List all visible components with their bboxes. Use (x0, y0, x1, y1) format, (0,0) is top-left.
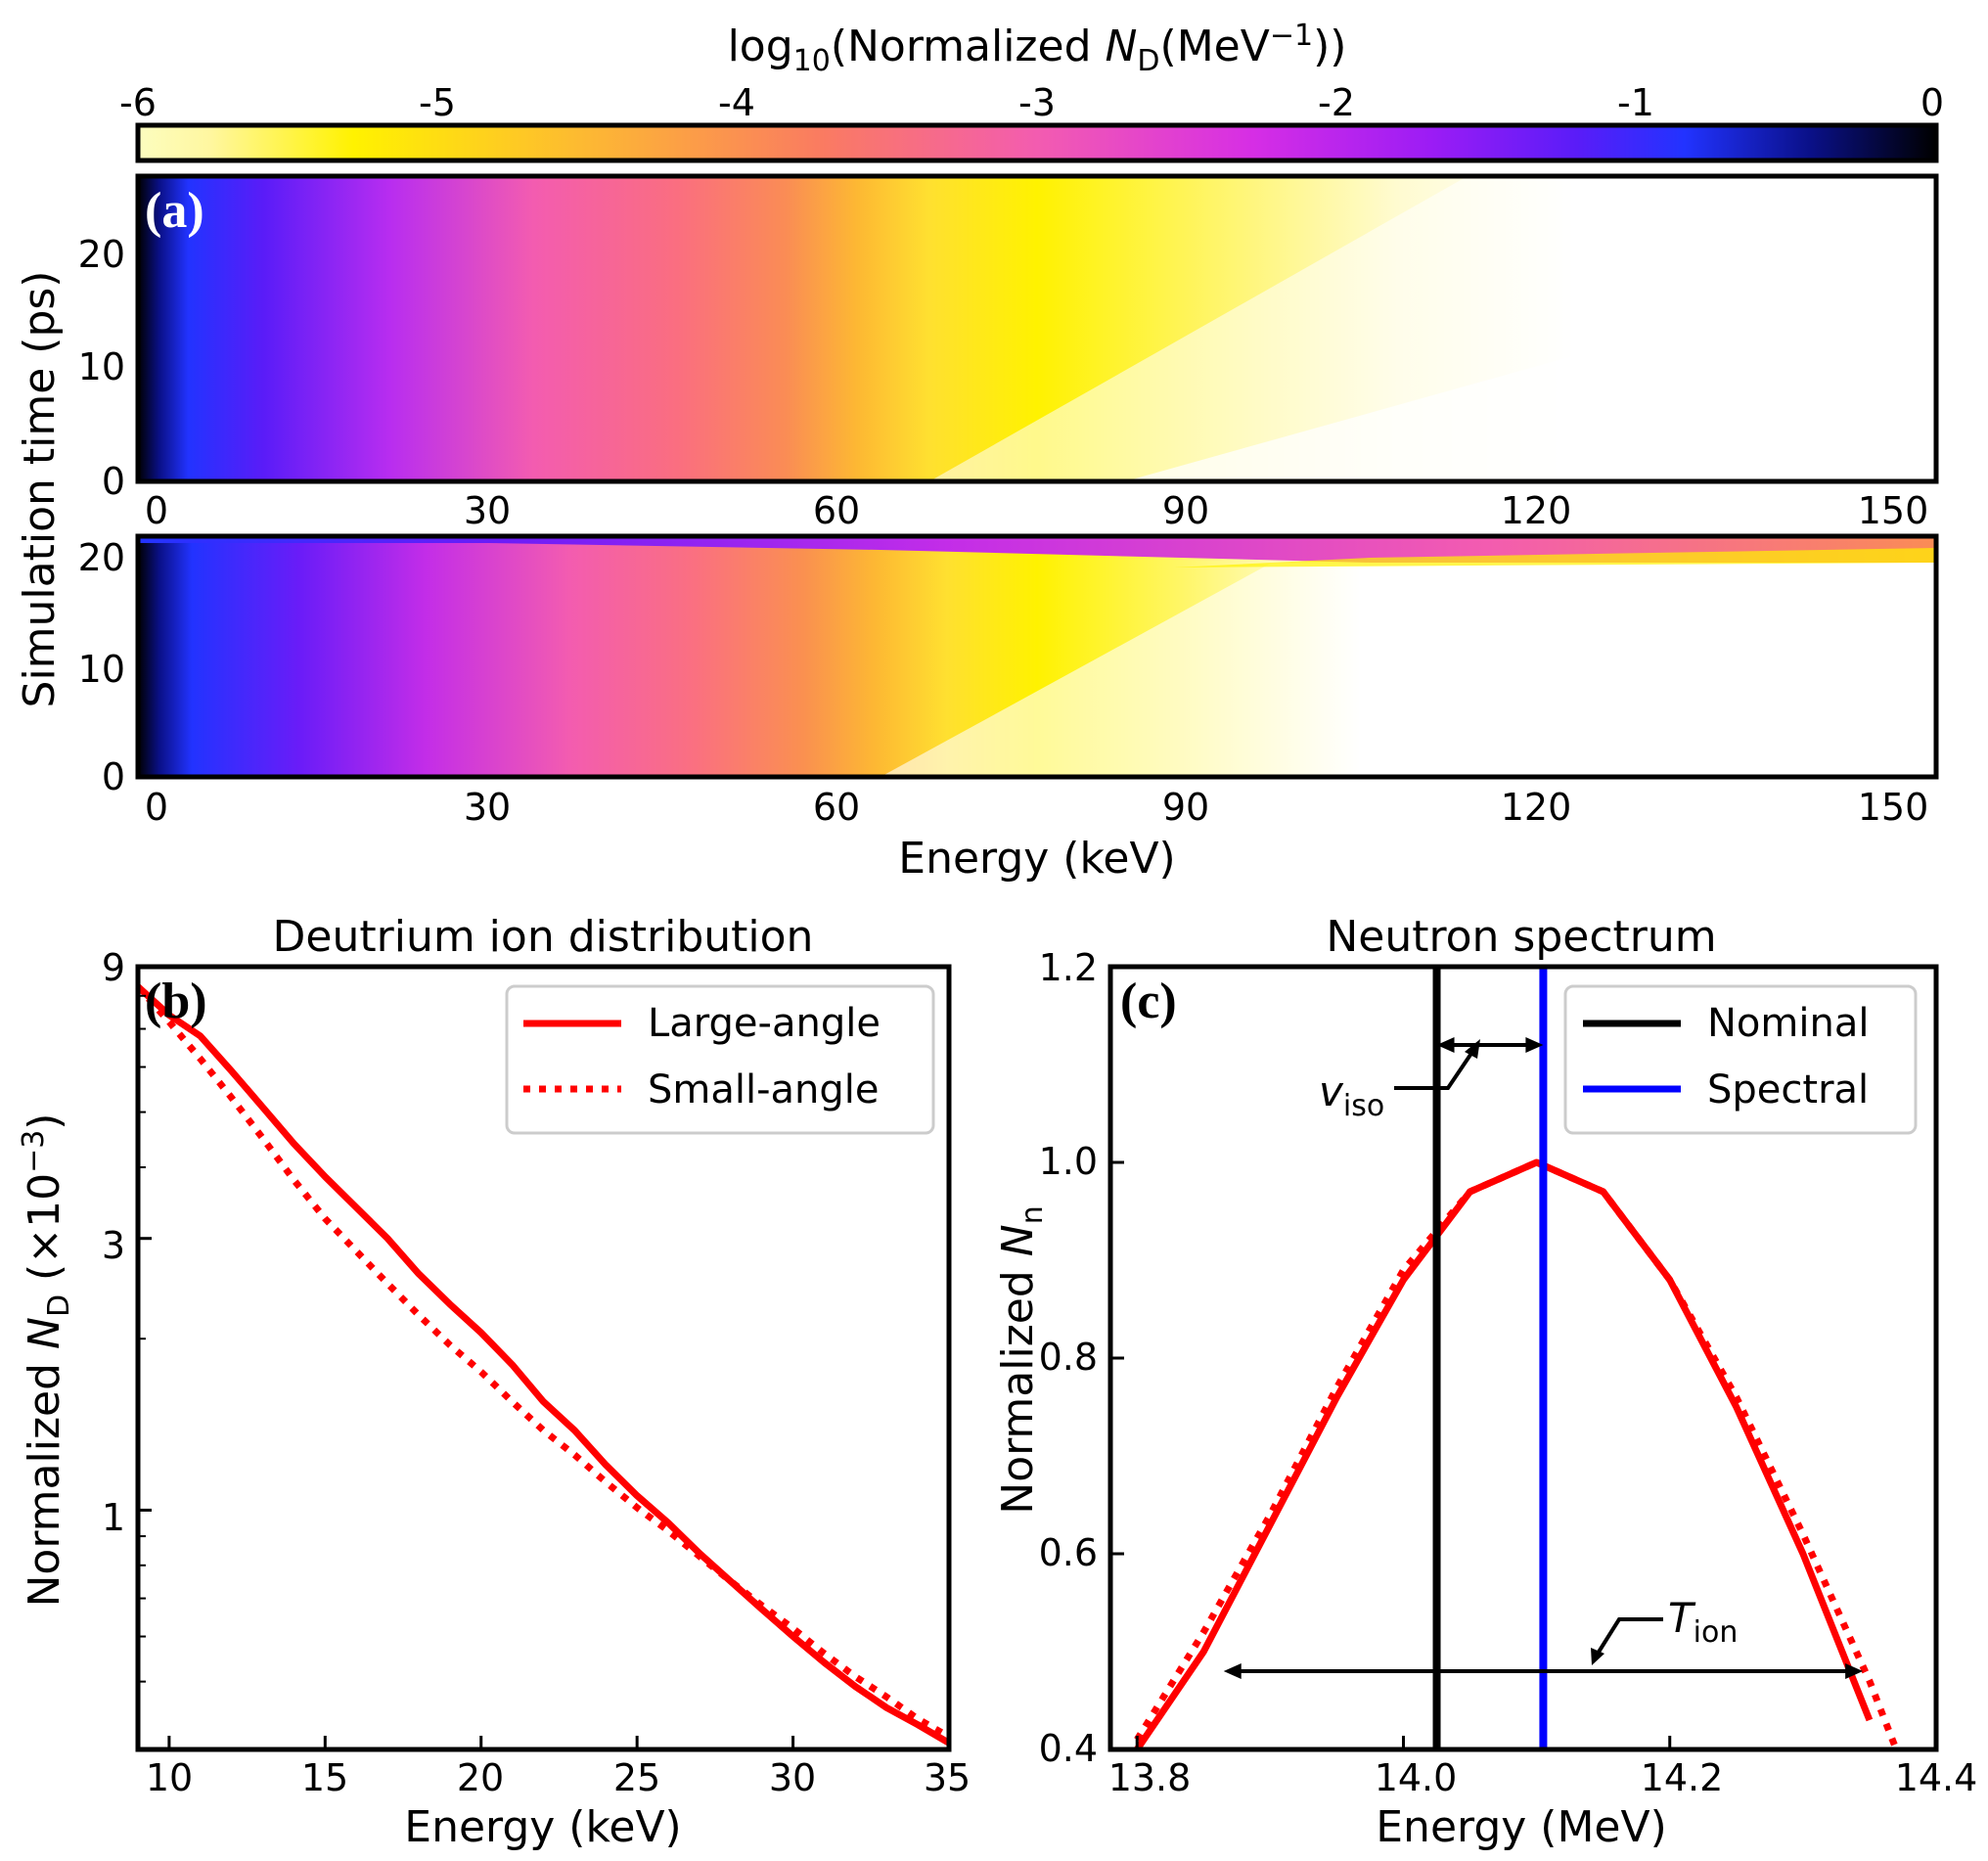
series-line-small-angle-spectrum (1134, 1158, 1900, 1751)
panel-c-title: Neutron spectrum (1326, 912, 1716, 962)
ytick-label: 20 (78, 233, 125, 276)
xtick-label: 0 (145, 786, 168, 829)
colorbar-tick: 0 (1920, 81, 1944, 124)
panel-b-ylabel: Normalized ND (×10−3) (17, 1113, 76, 1608)
legend-label: Small-angle (648, 1067, 880, 1112)
heatmap-top-frame (135, 173, 1939, 484)
panel-b-yticks: 1 3 9 (102, 946, 125, 1539)
legend-label: Spectral (1707, 1067, 1869, 1112)
ytick-label: 10 (78, 345, 125, 388)
xtick-label: 120 (1501, 489, 1572, 532)
panel-c-plot (1110, 965, 1938, 1751)
panel-b-xticks: 10 15 20 25 30 35 (146, 1756, 971, 1799)
viso-pointer (1394, 1050, 1474, 1090)
panel-c-tag: (c) (1120, 974, 1177, 1029)
arrowhead (1223, 1663, 1242, 1679)
ytick-label: 0 (102, 755, 125, 798)
panel-c-ylabel: Normalized Nn (993, 1205, 1050, 1514)
ytick-label: 3 (102, 1224, 125, 1267)
xtick-label: 14.0 (1375, 1756, 1458, 1799)
panel-a-ylabel: Simulation time (ps) (15, 271, 65, 708)
heatmap-bottom-yticks: 0 10 20 (78, 536, 125, 798)
colorbar-tick: -1 (1617, 81, 1654, 124)
colorbar-tick: -3 (1018, 81, 1056, 124)
legend-label: Large-angle (648, 1001, 881, 1046)
panel-b-tag: (b) (145, 974, 207, 1029)
panel-a-tag: (a) (145, 183, 204, 239)
xtick-label: 150 (1858, 489, 1929, 532)
xtick-label: 14.4 (1895, 1756, 1978, 1799)
colorbar-tick: -2 (1318, 81, 1355, 124)
heatmap-bottom-frame (135, 533, 1939, 780)
panel-b-xlabel: Energy (keV) (404, 1802, 681, 1852)
xtick-label: 60 (813, 786, 860, 829)
panel-b-frame (135, 964, 952, 1752)
tion-pointer (1596, 1617, 1663, 1656)
legend-label: Nominal (1707, 1001, 1869, 1046)
xtick-label: 35 (924, 1756, 971, 1799)
colorbar-tick: -6 (119, 81, 157, 124)
xtick-label: 120 (1501, 786, 1572, 829)
ytick-label: 9 (102, 946, 125, 989)
colorbar-label: log10(Normalized ND(MeV−1)) (728, 19, 1347, 78)
ytick-label: 0.6 (1039, 1531, 1098, 1574)
heatmap-top-yticks: 0 10 20 (78, 233, 125, 503)
xtick-label: 30 (464, 489, 511, 532)
series-line-large-angle (135, 983, 951, 1747)
arrowhead (1436, 1037, 1455, 1053)
xtick-label: 150 (1858, 786, 1929, 829)
xtick-label: 30 (769, 1756, 816, 1799)
arrowhead (1525, 1037, 1544, 1053)
ytick-label: 20 (78, 536, 125, 579)
xtick-label: 90 (1162, 786, 1209, 829)
colorbar-tick: -4 (718, 81, 755, 124)
panel-a-xlabel: Energy (keV) (898, 834, 1175, 884)
panel-c-yticks: 0.4 0.6 0.8 1.0 1.2 (1039, 946, 1098, 1770)
panel-c-frame (1107, 964, 1939, 1752)
xtick-label: 90 (1162, 489, 1209, 532)
arrowhead (1465, 1039, 1480, 1059)
arrowhead (1845, 1663, 1864, 1679)
ytick-label: 1.2 (1039, 946, 1098, 989)
panel-c-legend: Nominal Spectral (1563, 984, 1918, 1135)
xtick-label: 30 (464, 786, 511, 829)
xtick-label: 10 (146, 1756, 193, 1799)
ytick-label: 10 (78, 648, 125, 691)
arrowhead (1591, 1648, 1604, 1665)
ytick-label: 0.8 (1039, 1336, 1098, 1379)
panel-b-legend: Large-angle Small-angle (505, 984, 935, 1135)
annotation-viso: viso (1319, 1067, 1384, 1123)
ytick-label: 0 (102, 460, 125, 503)
xtick-label: 25 (613, 1756, 660, 1799)
ytick-label: 1 (102, 1496, 125, 1539)
colorbar-ticks: -6 -5 -4 -3 -2 -1 0 (119, 81, 1944, 124)
xtick-label: 13.8 (1108, 1756, 1192, 1799)
xtick-label: 20 (457, 1756, 504, 1799)
heatmap-bottom (138, 536, 1936, 777)
panel-c-xticks: 13.8 14.0 14.2 14.4 (1108, 1756, 1978, 1799)
heatmap-bottom-xticks: 0 30 60 90 120 150 (145, 786, 1928, 829)
xtick-label: 60 (813, 489, 860, 532)
xtick-label: 0 (145, 489, 168, 532)
panel-b-title: Deutrium ion distribution (273, 912, 814, 962)
heatmap-top-xticks: 0 30 60 90 120 150 (145, 489, 1928, 532)
xtick-label: 15 (301, 1756, 348, 1799)
annotation-tion: Tion (1668, 1594, 1738, 1650)
ytick-label: 1.0 (1039, 1140, 1098, 1183)
ytick-label: 0.4 (1039, 1727, 1098, 1770)
panel-c-xlabel: Energy (MeV) (1376, 1802, 1667, 1852)
xtick-label: 14.2 (1641, 1756, 1724, 1799)
heatmap-top (138, 176, 1936, 481)
colorbar (135, 122, 1939, 163)
colorbar-tick: -5 (419, 81, 456, 124)
series-line-large-angle-spectrum (1134, 1158, 1874, 1751)
